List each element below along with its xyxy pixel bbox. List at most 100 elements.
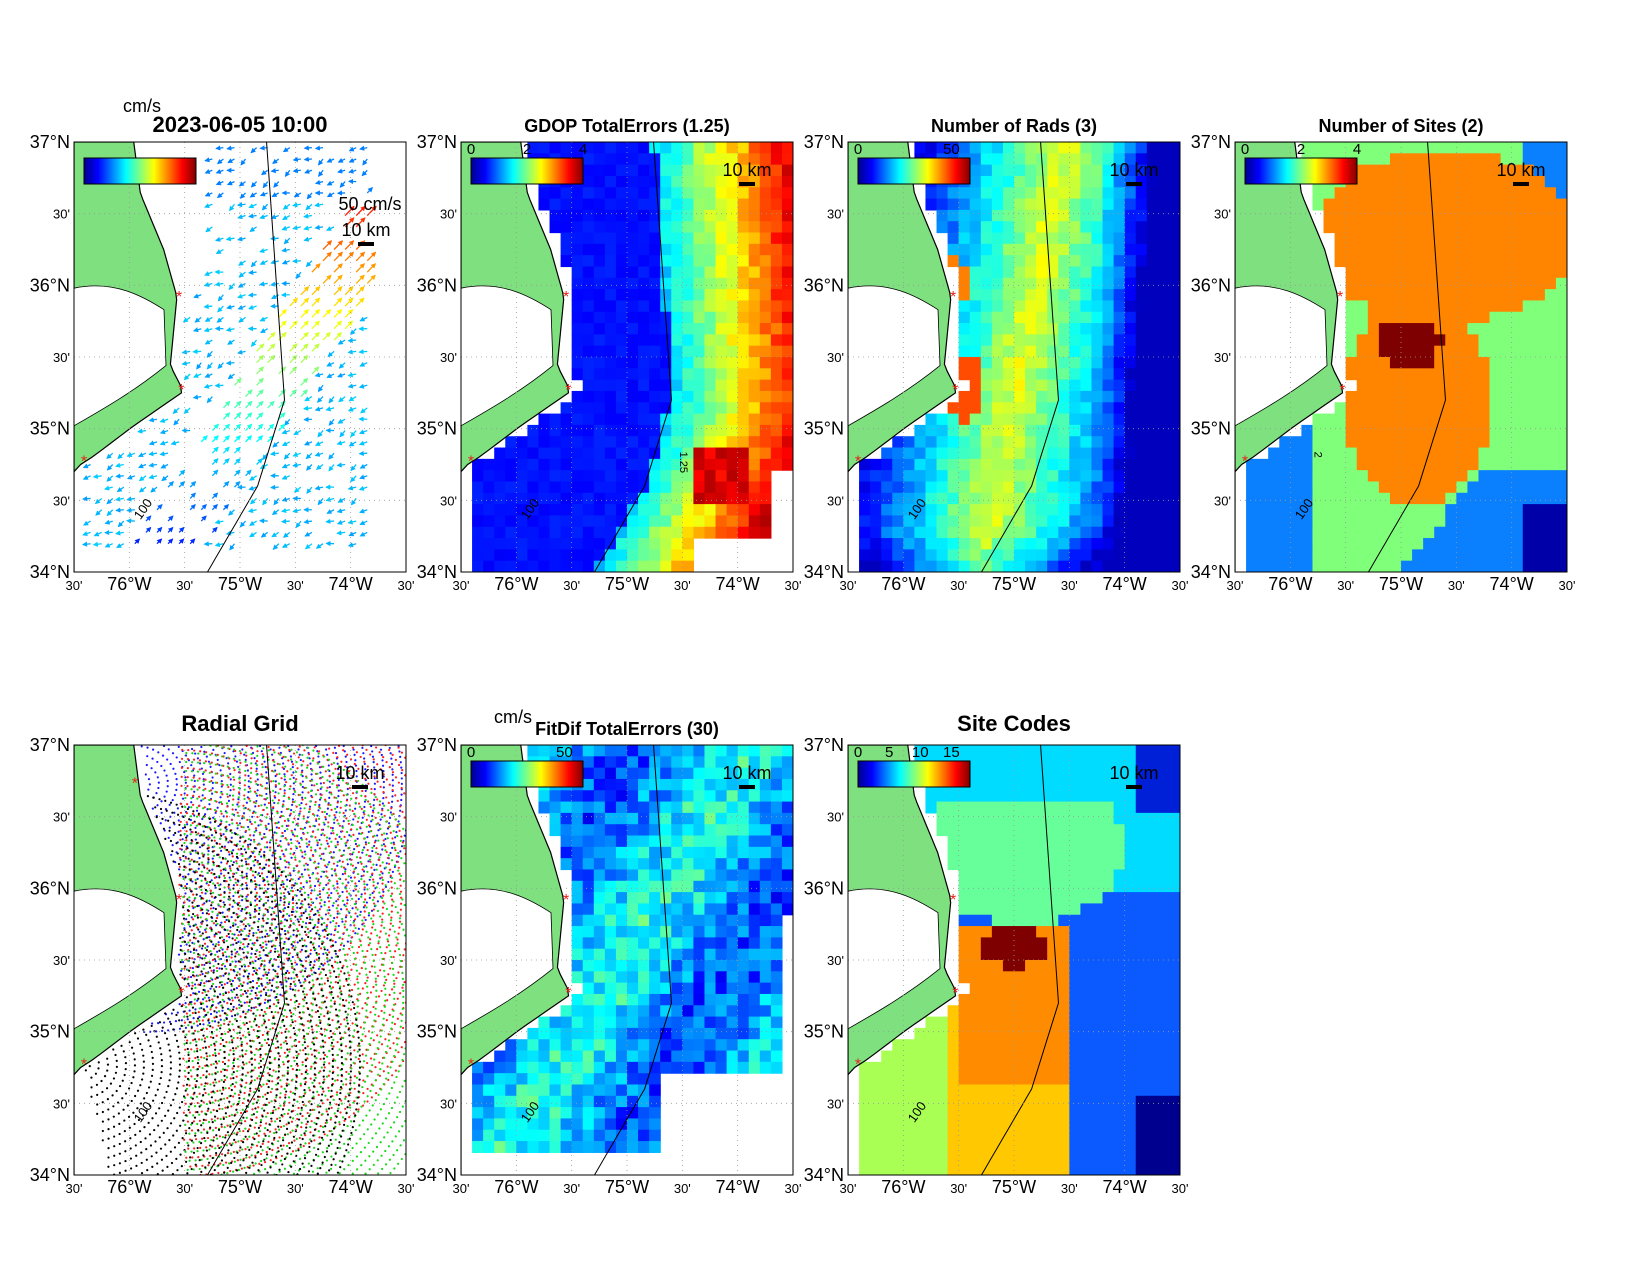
current-vector	[248, 213, 257, 219]
grid-cell	[991, 334, 1004, 347]
radial-grid-point	[265, 792, 268, 796]
grid-cell	[1025, 221, 1037, 234]
grid-cell	[737, 187, 750, 200]
grid-cell	[1489, 198, 1502, 211]
grid-cell	[671, 232, 683, 245]
grid-cell	[969, 413, 982, 426]
radial-grid-point	[364, 768, 367, 771]
grid-cell	[947, 470, 960, 483]
radial-grid-point	[244, 829, 248, 833]
lon-tick-label: 74°W	[1490, 574, 1534, 594]
grid-cell	[1401, 538, 1413, 550]
grid-cell	[1157, 504, 1170, 517]
current-vector	[350, 328, 357, 336]
current-vector	[311, 331, 320, 341]
grid-cell	[1135, 243, 1148, 256]
grid-cell	[615, 153, 628, 166]
lat-tick-label: 36°N	[30, 275, 70, 295]
radial-grid-point	[251, 973, 254, 976]
grid-cell	[593, 390, 606, 403]
grid-cell	[1389, 357, 1402, 369]
grid-cell	[1058, 221, 1070, 234]
grid-cell	[615, 209, 628, 222]
grid-cell	[1456, 198, 1468, 211]
grid-cell	[748, 357, 761, 369]
grid-cell	[1345, 390, 1358, 403]
grid-cell	[1146, 526, 1159, 539]
grid-cell	[1091, 345, 1104, 358]
grid-cell	[704, 198, 717, 211]
grid-cell	[538, 413, 551, 426]
grid-cell	[627, 209, 639, 222]
radial-grid-point	[303, 868, 307, 871]
grid-cell	[604, 266, 617, 279]
current-vector	[237, 282, 246, 288]
grid-cell	[870, 481, 882, 494]
radial-grid-point	[198, 768, 201, 771]
radial-grid-point	[291, 766, 294, 769]
radial-grid-point	[373, 787, 376, 791]
radial-grid-point	[271, 854, 274, 857]
grid-cell	[538, 492, 551, 505]
grid-cell	[1456, 153, 1468, 166]
radial-grid-point	[236, 803, 239, 806]
grid-cell	[1157, 470, 1170, 483]
grid-cell	[704, 402, 717, 415]
grid-cell	[1555, 142, 1567, 154]
radial-grid-point	[241, 876, 244, 879]
current-vector	[315, 543, 324, 549]
radial-grid-point	[372, 761, 375, 764]
grid-cell	[627, 277, 639, 290]
current-vector	[156, 538, 163, 545]
grid-cell	[1412, 390, 1424, 403]
grid-cell	[682, 142, 694, 154]
grid-cell	[1002, 357, 1015, 369]
grid-cell	[1102, 289, 1115, 302]
grid-cell	[1423, 458, 1435, 471]
grid-cell	[1069, 481, 1081, 494]
grid-cell	[1533, 142, 1546, 154]
grid-cell	[947, 243, 960, 256]
grid-cell	[671, 334, 683, 347]
radial-grid-point	[327, 896, 330, 899]
grid-cell	[582, 300, 595, 313]
radial-grid-point	[309, 886, 312, 889]
radial-grid-point	[226, 981, 229, 985]
radial-grid-point	[203, 806, 206, 809]
radial-grid-point	[237, 901, 241, 904]
grid-cell	[1091, 402, 1104, 415]
grid-cell	[1025, 357, 1037, 369]
grid-cell	[1323, 424, 1336, 437]
grid-cell	[627, 311, 639, 324]
grid-cell	[604, 390, 617, 403]
radial-grid-point	[266, 813, 269, 816]
grid-cell	[958, 289, 971, 302]
grid-cell	[1135, 142, 1148, 154]
grid-cell	[638, 334, 650, 347]
radial-grid-point	[301, 780, 304, 783]
grid-cell	[1367, 447, 1380, 460]
grid-cell	[1423, 198, 1435, 211]
grid-cell	[1091, 526, 1104, 539]
radial-grid-point	[283, 778, 286, 781]
radial-grid-point	[207, 996, 210, 999]
grid-cell	[1389, 379, 1402, 392]
grid-cell	[1058, 198, 1070, 211]
grid-cell	[759, 323, 772, 335]
grid-cell	[1047, 458, 1059, 471]
grid-cell	[1467, 187, 1480, 200]
current-vector	[302, 405, 312, 411]
grid-cell	[991, 504, 1004, 517]
site-marker: *	[855, 454, 861, 471]
radial-grid-point	[344, 755, 347, 758]
radial-grid-point	[217, 1002, 220, 1005]
radial-grid-point	[283, 918, 287, 921]
radial-grid-point	[233, 778, 236, 781]
current-vector	[211, 503, 218, 511]
radial-grid-point	[277, 965, 280, 968]
grid-cell	[1533, 402, 1546, 415]
grid-cell	[615, 277, 628, 290]
grid-cell	[1091, 266, 1104, 279]
grid-cell	[1389, 458, 1402, 471]
grid-cell	[947, 504, 960, 517]
